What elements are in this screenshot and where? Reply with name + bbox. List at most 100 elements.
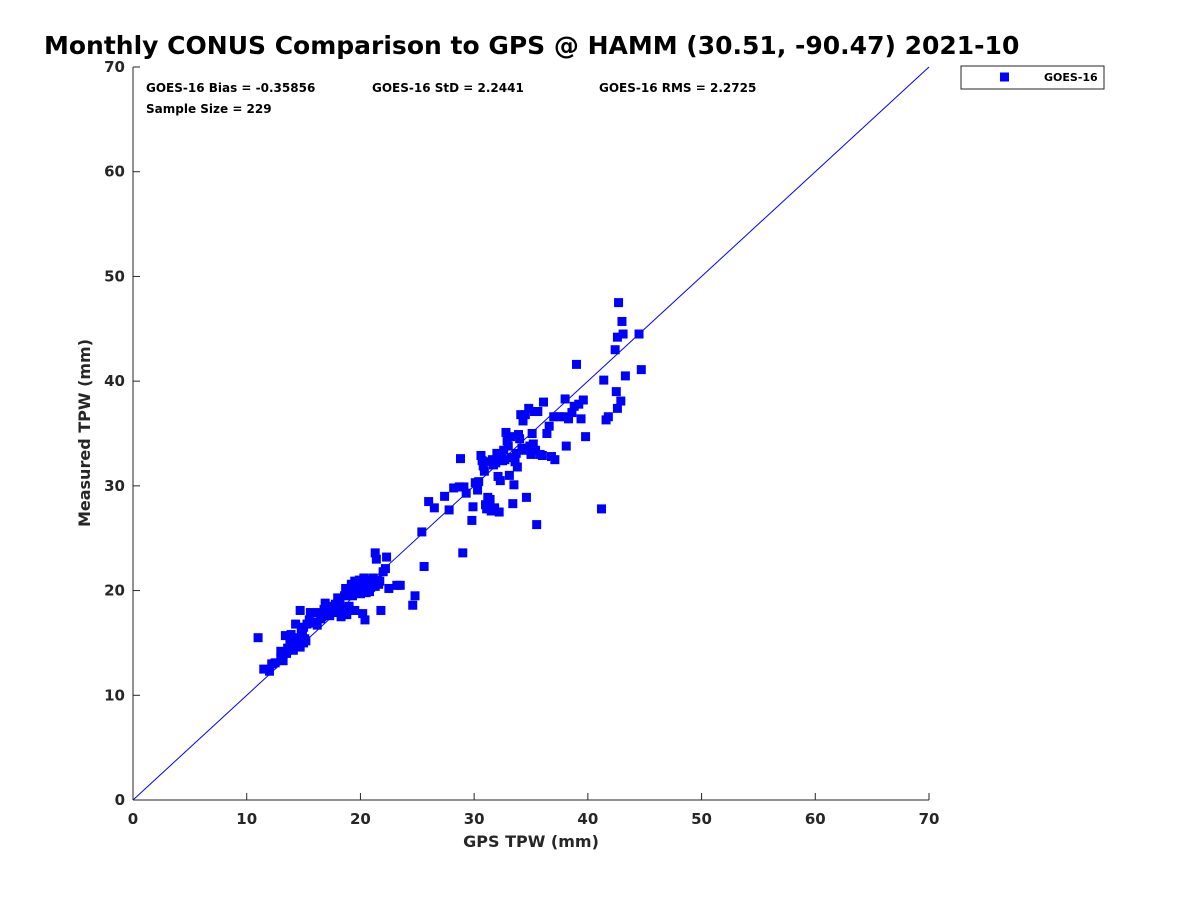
x-tick-label: 70: [919, 810, 940, 828]
data-point: [467, 515, 477, 525]
data-point: [340, 591, 350, 601]
y-tick-label: 50: [104, 267, 125, 285]
data-point: [564, 414, 574, 424]
data-point: [531, 445, 541, 455]
data-point: [342, 610, 352, 620]
data-point: [363, 575, 373, 585]
data-point: [524, 403, 534, 413]
legend-label-goes16: GOES-16: [1044, 71, 1098, 84]
data-point: [312, 620, 322, 630]
data-point: [408, 600, 418, 610]
y-tick-label: 0: [115, 791, 125, 809]
x-tick-label: 20: [350, 810, 371, 828]
data-point: [559, 412, 569, 422]
data-point: [350, 605, 360, 615]
data-point: [380, 564, 390, 574]
data-point: [253, 633, 263, 643]
data-point: [278, 656, 288, 666]
data-point: [476, 450, 486, 460]
legend: GOES-16: [960, 65, 1105, 90]
data-point: [459, 482, 469, 492]
data-point: [335, 596, 345, 606]
data-point: [347, 591, 357, 601]
data-point: [280, 631, 290, 641]
data-point: [288, 645, 298, 655]
data-point: [504, 470, 514, 480]
data-point: [494, 507, 504, 517]
data-point: [614, 298, 624, 308]
data-point: [355, 589, 365, 599]
data-point: [617, 316, 627, 326]
data-point: [270, 658, 280, 668]
data-point: [440, 491, 450, 501]
data-point: [603, 412, 613, 422]
rms-stat: GOES-16 RMS = 2.2725: [599, 81, 756, 95]
y-tick-label: 60: [104, 163, 125, 181]
data-point: [336, 612, 346, 622]
data-point: [301, 636, 311, 646]
data-point: [286, 630, 296, 640]
data-point: [506, 432, 516, 442]
data-point: [521, 492, 531, 502]
data-point: [295, 605, 305, 615]
data-point: [384, 583, 394, 593]
data-point: [599, 375, 609, 385]
data-point: [478, 461, 488, 471]
data-point: [542, 429, 552, 438]
data-point: [512, 462, 522, 472]
data-point: [499, 445, 509, 455]
x-tick-label: 30: [464, 810, 485, 828]
data-point: [410, 591, 420, 601]
data-point: [375, 576, 385, 586]
data-point: [458, 548, 468, 558]
data-point: [574, 399, 584, 409]
data-point: [618, 329, 628, 339]
data-point: [328, 608, 338, 618]
data-point: [334, 607, 344, 617]
data-point: [449, 483, 459, 493]
data-point: [597, 504, 607, 514]
data-point: [509, 480, 519, 490]
data-point: [283, 643, 293, 653]
data-point: [528, 439, 538, 449]
data-point: [376, 605, 386, 615]
data-point: [294, 636, 304, 646]
data-point: [500, 455, 510, 465]
data-point: [510, 457, 520, 467]
y-tick-label: 20: [104, 582, 125, 600]
data-point: [482, 504, 492, 514]
data-point: [501, 427, 511, 437]
data-point: [417, 527, 427, 537]
data-point: [468, 502, 478, 512]
data-point: [567, 408, 577, 418]
data-point: [519, 445, 529, 455]
std-stat: GOES-16 StD = 2.2441: [372, 81, 524, 95]
y-tick-label: 30: [104, 477, 125, 495]
x-axis-ticks: 0 10 20 30 40 50 60 70: [128, 793, 940, 828]
data-point: [455, 454, 465, 464]
data-point: [511, 448, 521, 458]
data-point: [549, 412, 559, 422]
data-point: [282, 648, 292, 658]
data-point: [571, 359, 581, 369]
data-point: [259, 664, 269, 674]
data-point: [569, 401, 579, 411]
data-point: [344, 601, 354, 611]
data-point: [477, 456, 487, 466]
data-point: [518, 416, 528, 426]
data-point: [616, 396, 626, 406]
data-point: [338, 603, 348, 613]
data-point: [360, 615, 370, 625]
data-point: [444, 505, 454, 515]
data-point: [537, 450, 547, 460]
data-point: [330, 599, 340, 609]
data-point: [610, 345, 620, 355]
chart-title: Monthly CONUS Comparison to GPS @ HAMM (…: [44, 31, 1019, 60]
data-point: [395, 580, 405, 590]
data-point: [490, 503, 500, 513]
bias-stat: GOES-16 Bias = -0.35856: [146, 81, 315, 95]
data-point: [285, 636, 295, 646]
data-point: [382, 552, 392, 562]
data-point: [508, 499, 518, 509]
